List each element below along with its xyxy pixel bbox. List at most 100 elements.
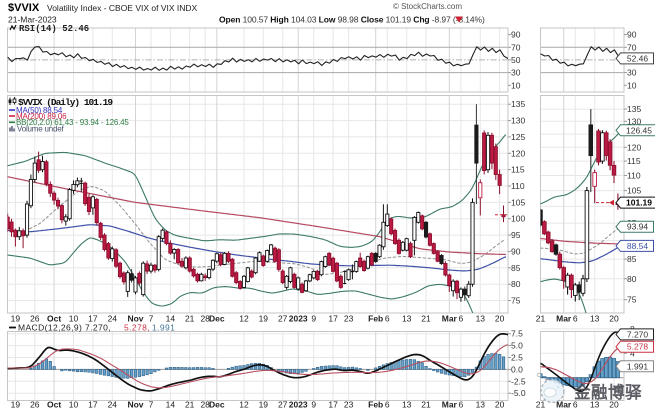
svg-text:Oct: Oct xyxy=(47,400,61,410)
svg-text:21: 21 xyxy=(421,314,431,324)
svg-text:Volatility Index - CBOE VIX of: Volatility Index - CBOE VIX of VIX INDX xyxy=(47,3,198,13)
svg-text:23: 23 xyxy=(344,314,354,324)
svg-text:2023: 2023 xyxy=(289,400,308,410)
svg-text:120: 120 xyxy=(511,148,525,158)
svg-text:19: 19 xyxy=(259,314,269,324)
svg-text:105: 105 xyxy=(627,186,641,196)
svg-text:130: 130 xyxy=(511,116,525,126)
svg-text:Mar: Mar xyxy=(556,400,572,410)
svg-text:1.991: 1.991 xyxy=(152,323,175,333)
svg-text:Feb: Feb xyxy=(368,400,383,410)
svg-text:Nov: Nov xyxy=(127,400,143,410)
svg-text:17: 17 xyxy=(328,314,338,324)
svg-text:Mar: Mar xyxy=(442,314,458,324)
svg-text:28: 28 xyxy=(200,314,210,324)
svg-text:126.45: 126.45 xyxy=(626,125,652,135)
svg-text:135: 135 xyxy=(627,104,641,114)
svg-text:101.19: 101.19 xyxy=(626,198,652,208)
svg-text:金融博驿: 金融博驿 xyxy=(573,382,642,402)
svg-text:5.278: 5.278 xyxy=(627,342,649,352)
svg-text:19: 19 xyxy=(259,400,269,410)
svg-text:-2.5: -2.5 xyxy=(511,376,526,386)
svg-text:RSI(14) 52.46: RSI(14) 52.46 xyxy=(19,24,89,34)
svg-text:0.0: 0.0 xyxy=(511,364,523,374)
svg-text:20: 20 xyxy=(495,400,505,410)
svg-text:6: 6 xyxy=(459,314,464,324)
svg-text:95: 95 xyxy=(511,230,521,240)
svg-text:13: 13 xyxy=(402,400,412,410)
svg-text:70: 70 xyxy=(627,42,637,52)
svg-text:24: 24 xyxy=(108,400,118,410)
svg-text:93.94: 93.94 xyxy=(627,222,649,232)
svg-text:52.46: 52.46 xyxy=(627,53,649,63)
svg-text:10: 10 xyxy=(69,314,79,324)
svg-text:13: 13 xyxy=(476,400,486,410)
svg-text:20: 20 xyxy=(495,314,505,324)
svg-text:7: 7 xyxy=(149,314,154,324)
svg-text:Mar: Mar xyxy=(556,314,572,324)
svg-text:13: 13 xyxy=(590,400,600,410)
svg-text:6: 6 xyxy=(573,314,578,324)
svg-text:Dec: Dec xyxy=(209,314,225,324)
svg-text:21: 21 xyxy=(185,400,195,410)
svg-text:20: 20 xyxy=(609,314,619,324)
svg-text:4: 4 xyxy=(630,348,635,358)
svg-text:2.5: 2.5 xyxy=(511,353,523,363)
svg-text:5.278,: 5.278, xyxy=(124,323,150,333)
svg-text:10: 10 xyxy=(69,400,79,410)
svg-text:80: 80 xyxy=(511,279,521,289)
svg-text:9: 9 xyxy=(311,314,316,324)
svg-text:70: 70 xyxy=(511,42,521,52)
svg-text:21-Mar-2023: 21-Mar-2023 xyxy=(8,15,57,25)
svg-text:17: 17 xyxy=(88,314,98,324)
svg-text:130: 130 xyxy=(627,116,641,126)
svg-text:1.991: 1.991 xyxy=(627,361,649,371)
svg-text:20: 20 xyxy=(609,400,619,410)
svg-text:13: 13 xyxy=(402,314,412,324)
svg-text:30: 30 xyxy=(627,68,637,78)
svg-text:85: 85 xyxy=(627,254,637,264)
svg-text:Open 100.57 High 104.03 Low 98: Open 100.57 High 104.03 Low 98.98 Close … xyxy=(219,15,485,25)
svg-text:12: 12 xyxy=(239,314,249,324)
svg-text:$VVIX: $VVIX xyxy=(8,2,40,14)
svg-text:105: 105 xyxy=(511,197,525,207)
svg-text:5.0: 5.0 xyxy=(511,341,523,351)
svg-text:Nov: Nov xyxy=(127,314,143,324)
svg-text:9: 9 xyxy=(311,400,316,410)
svg-text:$VVIX (Daily) 101.19: $VVIX (Daily) 101.19 xyxy=(18,97,113,108)
svg-text:21: 21 xyxy=(185,314,195,324)
svg-text:88.54: 88.54 xyxy=(627,241,649,251)
svg-text:24: 24 xyxy=(108,314,118,324)
svg-text:75: 75 xyxy=(627,295,637,305)
svg-text:100: 100 xyxy=(511,214,525,224)
svg-text:14: 14 xyxy=(166,400,176,410)
svg-text:Oct: Oct xyxy=(47,314,61,324)
svg-text:© StockCharts.com: © StockCharts.com xyxy=(393,2,462,11)
svg-text:120: 120 xyxy=(627,142,641,152)
svg-text:13: 13 xyxy=(590,314,600,324)
svg-text:17: 17 xyxy=(328,400,338,410)
svg-text:21: 21 xyxy=(536,400,546,410)
svg-text:75: 75 xyxy=(511,296,521,306)
svg-text:Dec: Dec xyxy=(209,400,225,410)
svg-text:50: 50 xyxy=(511,55,521,65)
svg-text:Mar: Mar xyxy=(442,400,458,410)
svg-text:6: 6 xyxy=(459,400,464,410)
svg-text:Feb: Feb xyxy=(368,314,383,324)
svg-text:23: 23 xyxy=(344,400,354,410)
svg-text:135: 135 xyxy=(511,99,525,109)
svg-text:MACD(12,26,9) 7.270,: MACD(12,26,9) 7.270, xyxy=(18,323,111,333)
svg-text:10: 10 xyxy=(511,80,521,90)
svg-text:115: 115 xyxy=(627,156,641,166)
svg-text:19: 19 xyxy=(11,314,21,324)
svg-text:21: 21 xyxy=(536,314,546,324)
svg-text:110: 110 xyxy=(511,181,525,191)
svg-text:28: 28 xyxy=(200,400,210,410)
svg-text:90: 90 xyxy=(511,246,521,256)
svg-text:115: 115 xyxy=(511,165,525,175)
svg-text:90: 90 xyxy=(627,30,637,40)
svg-text:7.270: 7.270 xyxy=(627,329,649,339)
svg-text:MA(200) 89.06: MA(200) 89.06 xyxy=(16,112,67,121)
svg-text:27: 27 xyxy=(278,400,288,410)
svg-text:110: 110 xyxy=(627,171,641,181)
